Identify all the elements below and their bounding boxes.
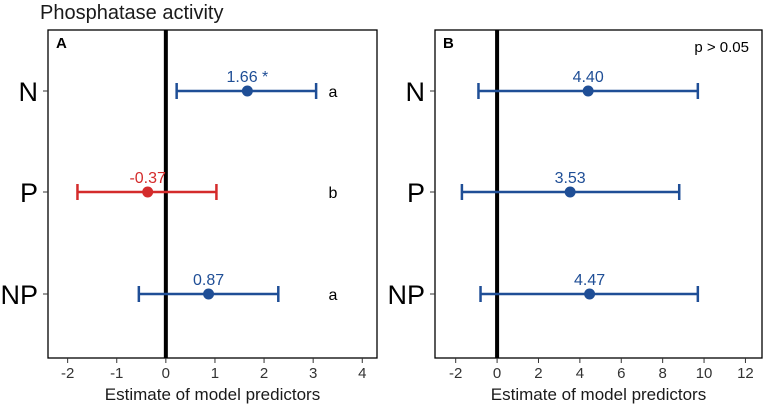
- panel-a-x-tick-label: 0: [162, 365, 170, 382]
- panel-a: A -2 -1 0 1 2 3 4 Estimate of model predictors N 1…: [0, 29, 378, 404]
- chart-title: Phosphatase activity: [40, 2, 223, 24]
- panel-b-value-label: 3.53: [555, 170, 586, 187]
- panel-a-value-label: 1.66 *: [226, 69, 268, 86]
- panel-a-category-label: NP: [0, 280, 38, 310]
- panel-b-category-label: NP: [387, 280, 425, 310]
- panel-a-group-letter: a: [329, 84, 338, 101]
- panel-a-value-label: -0.37: [129, 170, 166, 187]
- panel-b-x-tick-label: 12: [737, 365, 754, 382]
- panel-b-value-label: 4.40: [573, 69, 604, 86]
- panel-b-point: [584, 288, 596, 300]
- panel-a-group-letter: b: [329, 185, 338, 202]
- panel-b-annotation: p > 0.05: [694, 39, 749, 56]
- panel-b-x-tick-label: 0: [493, 365, 501, 382]
- panel-b-x-tick-label: 8: [658, 365, 666, 382]
- panel-a-point: [203, 288, 215, 300]
- panel-a-letter: A: [56, 35, 67, 52]
- panel-b-x-tick-label: 2: [534, 365, 542, 382]
- panel-b-x-tick-label: 4: [576, 365, 584, 382]
- panel-a-point: [241, 85, 253, 97]
- panel-b-point: [582, 85, 594, 97]
- panel-a-frame: [47, 29, 378, 359]
- panel-b-letter: B: [443, 35, 454, 52]
- panel-a-value-label: 0.87: [193, 272, 224, 289]
- panel-a-x-axis-title: Estimate of model predictors: [105, 385, 320, 404]
- panel-b-x-axis-title: Estimate of model predictors: [491, 385, 706, 404]
- panel-a-point: [142, 186, 154, 198]
- panel-b-point: [564, 186, 576, 198]
- panel-a-group-letter: a: [329, 287, 338, 304]
- panel-a-category-label: N: [19, 77, 39, 107]
- panel-b-x-tick-label: 10: [696, 365, 713, 382]
- panel-a-x-tick-label: 4: [358, 365, 366, 382]
- panel-b-category-label: P: [407, 178, 425, 208]
- panel-a-x-tick-label: -2: [61, 365, 74, 382]
- panel-a-x-tick-label: -1: [110, 365, 123, 382]
- panel-b-x-tick-label: -2: [449, 365, 462, 382]
- panel-b-value-label: 4.47: [574, 272, 605, 289]
- panel-b-category-label: N: [406, 77, 426, 107]
- panel-a-category-label: P: [20, 178, 38, 208]
- panel-b-x-tick-label: 6: [617, 365, 625, 382]
- panel-a-x-tick-label: 1: [211, 365, 219, 382]
- panel-a-x-tick-label: 3: [309, 365, 317, 382]
- panel-b-frame: [434, 29, 763, 359]
- panel-a-x-tick-label: 2: [260, 365, 268, 382]
